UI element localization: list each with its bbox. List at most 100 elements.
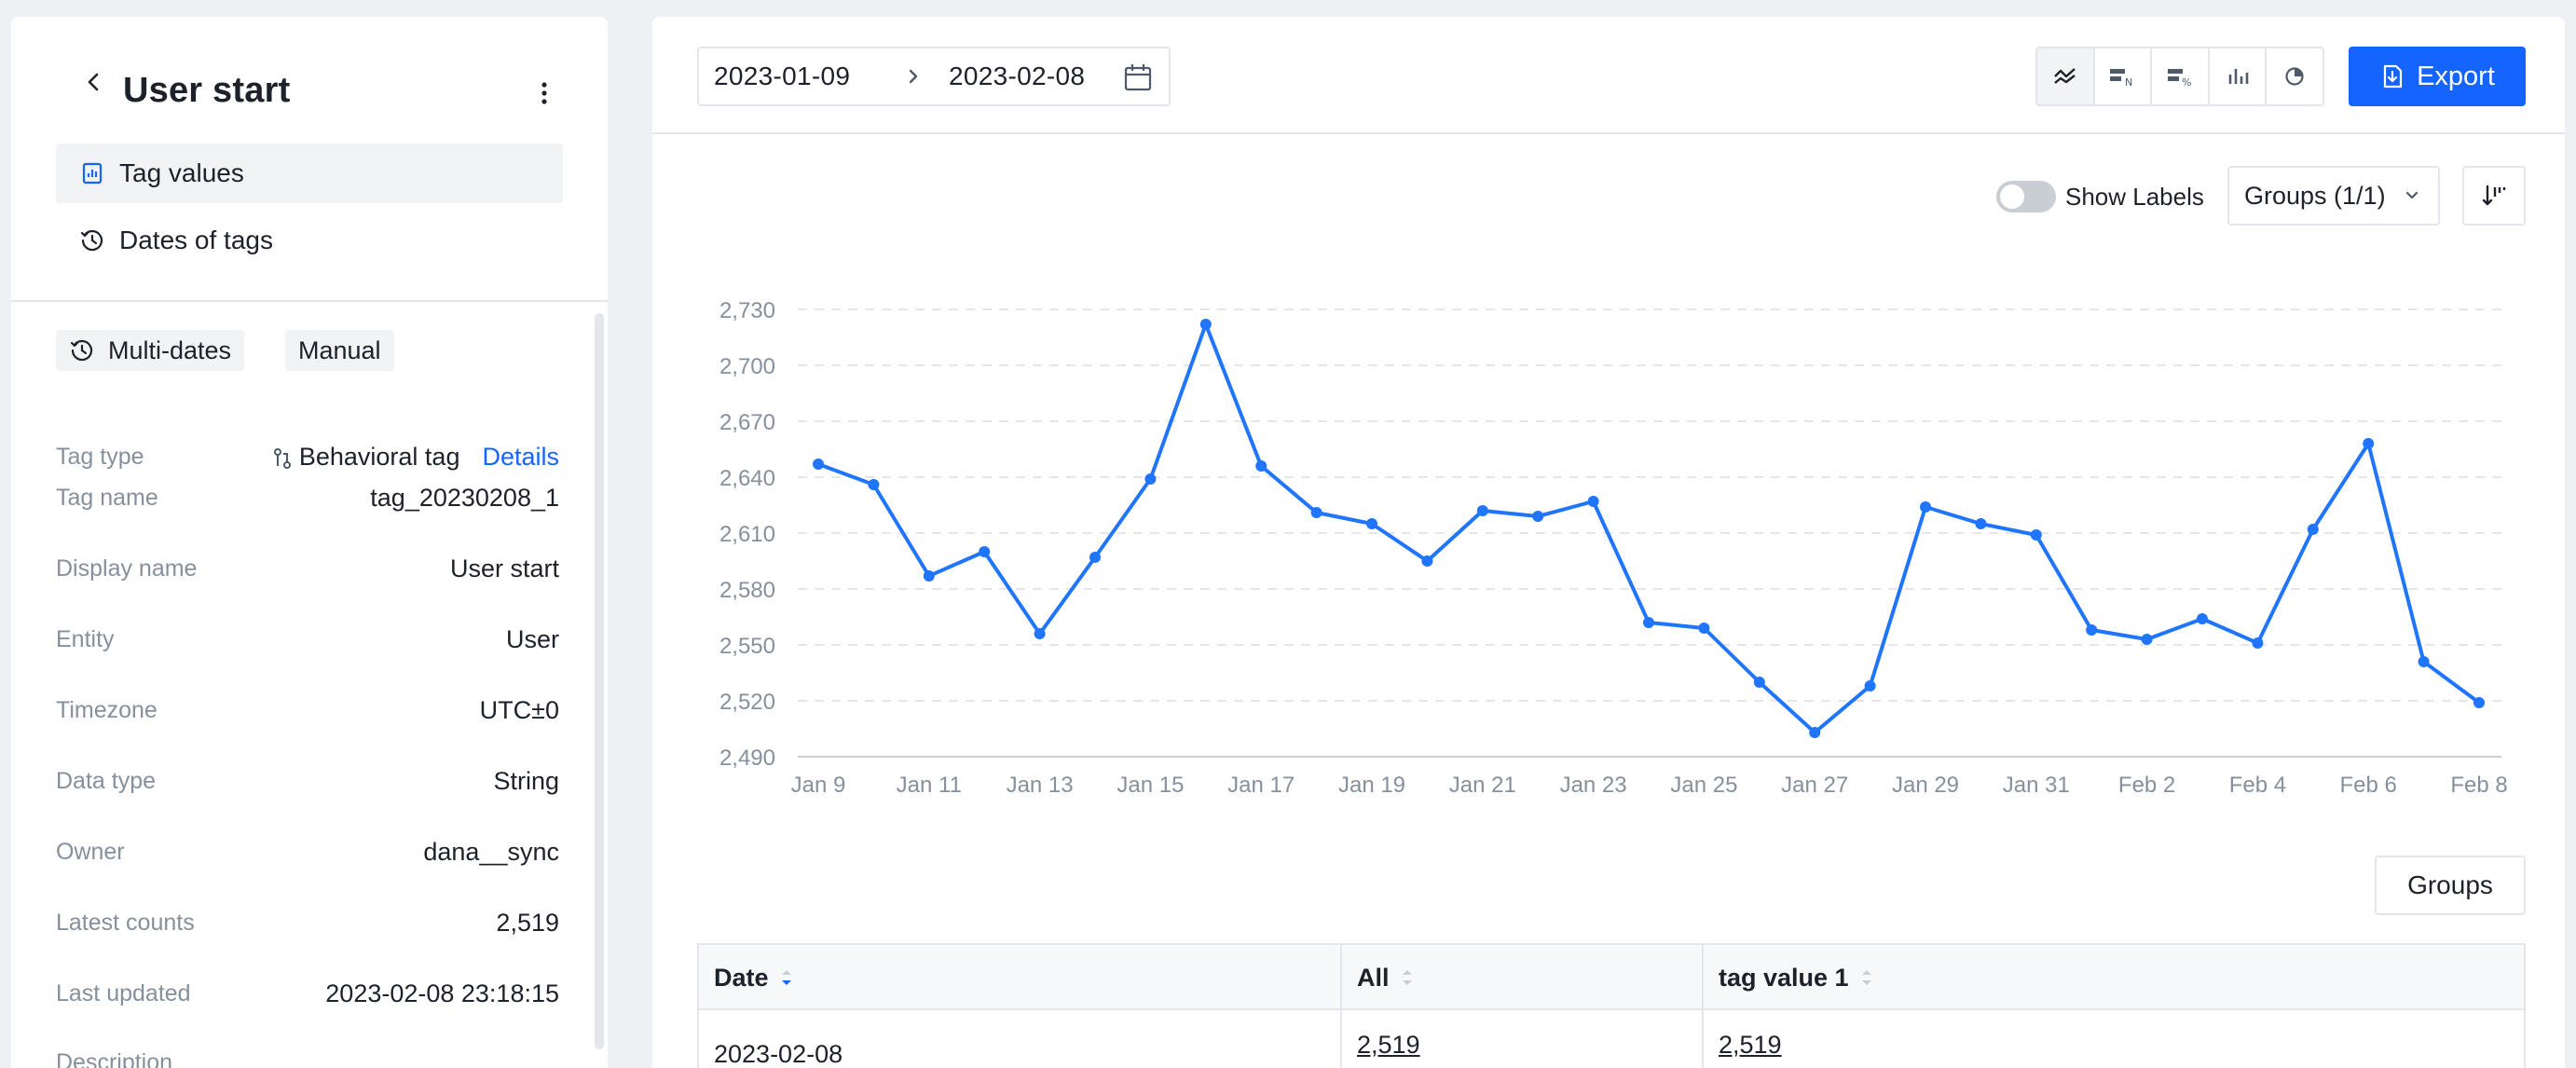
prop-tag-type: Tag type Behavioral tag Details [56, 438, 559, 475]
line-chart-icon [2053, 68, 2076, 84]
x-tick-label: Jan 25 [1670, 773, 1737, 798]
y-tick-label: 2,610 [719, 522, 775, 547]
data-point [1421, 555, 1433, 567]
data-point [1310, 507, 1322, 518]
table-cell-tag-value-1[interactable]: 2,519 [1719, 1031, 1782, 1059]
table-count-icon: N [2110, 69, 2133, 88]
details-link[interactable]: Details [482, 443, 559, 471]
table-cell-all[interactable]: 2,519 [1357, 1031, 1420, 1059]
prop-label: Entity [56, 626, 115, 652]
tag-type-value: Behavioral tag [298, 443, 460, 471]
prop-value: tag_20230208_1 [370, 484, 559, 512]
groups-select[interactable]: Groups (1/1) [2227, 166, 2440, 226]
data-point [868, 479, 880, 490]
page-title: User start [123, 71, 291, 110]
data-point [923, 570, 935, 582]
nav-item-tag-values[interactable]: Tag values [56, 144, 563, 203]
prop-label: Last updated [56, 980, 191, 1006]
view-table-percent-button[interactable]: % [2152, 48, 2210, 104]
sort-descending-icon [2482, 185, 2506, 206]
sidebar-header: User start Tag values [11, 17, 608, 302]
data-point [1366, 518, 1377, 529]
x-tick-label: Jan 29 [1892, 773, 1959, 798]
show-labels-label: Show Labels [2065, 183, 2204, 211]
x-tick-label: Jan 11 [897, 773, 962, 798]
y-tick-label: 2,490 [719, 746, 775, 771]
pie-chart-icon [2285, 67, 2304, 86]
data-point [2141, 634, 2153, 645]
sort-order-button[interactable] [2462, 166, 2526, 226]
th-label: All [1357, 963, 1390, 992]
line-chart: 2,490 2,520 2,550 2,580 2,610 2,640 2,670 2,700… [719, 298, 2508, 798]
date-range-picker[interactable]: 2023-01-09 2023-02-08 [697, 47, 1171, 106]
y-tick-label: 2,730 [719, 298, 775, 323]
x-tick-label: Feb 6 [2340, 773, 2397, 798]
groups-select-value: Groups (1/1) [2244, 181, 2386, 210]
data-point [2252, 637, 2264, 649]
x-tick-label: Jan 23 [1560, 773, 1627, 798]
th-all[interactable]: All [1342, 945, 1416, 1010]
data-point [979, 546, 991, 557]
groups-button[interactable]: Groups [2375, 856, 2526, 915]
view-bar-chart-button[interactable] [2210, 48, 2268, 104]
nav-item-dates-of-tags[interactable]: Dates of tags [56, 211, 563, 270]
export-button[interactable]: Export [2349, 47, 2526, 106]
data-point [2307, 524, 2319, 535]
chevron-left-icon [88, 73, 99, 91]
data-point [1753, 677, 1765, 688]
prop-entity: Entity User [56, 621, 559, 658]
chip-label: Manual [298, 335, 381, 364]
view-line-chart-button[interactable] [2037, 48, 2095, 104]
view-table-count-button[interactable]: N [2095, 48, 2153, 104]
data-point [1199, 319, 1212, 330]
date-end[interactable]: 2023-02-08 [949, 62, 1086, 90]
column-divider [1340, 945, 1342, 1068]
th-date[interactable]: Date [699, 945, 795, 1010]
scrollbar[interactable] [595, 313, 604, 1049]
data-point [2086, 624, 2098, 636]
sidebar-divider [11, 300, 608, 302]
chevron-right-icon [909, 69, 918, 84]
x-tick-label: Jan 19 [1338, 773, 1405, 798]
history-icon [80, 228, 104, 253]
back-button[interactable] [73, 62, 114, 103]
calendar-icon[interactable] [1122, 62, 1154, 93]
data-point [1089, 552, 1101, 563]
view-pie-chart-button[interactable] [2267, 48, 2323, 104]
more-vertical-icon [541, 82, 547, 104]
y-tick-label: 2,580 [719, 578, 775, 603]
x-tick-label: Feb 4 [2229, 773, 2286, 798]
y-tick-label: 2,550 [719, 634, 775, 659]
data-point [1532, 511, 1544, 522]
export-icon [2383, 64, 2403, 89]
prop-value: Behavioral tag Details [273, 438, 559, 475]
x-tick-label: Jan 17 [1227, 773, 1295, 798]
data-point [1920, 501, 1931, 513]
th-label: Date [714, 963, 769, 992]
series-line [817, 322, 2481, 734]
table-header-row [699, 945, 2524, 1010]
sort-icon [781, 970, 791, 985]
x-tick-label: Jan 9 [791, 773, 846, 798]
y-tick-label: 2,700 [719, 354, 775, 379]
show-labels-switch[interactable] [1996, 181, 2056, 212]
data-point [813, 459, 824, 470]
y-tick-label: 2,670 [719, 410, 775, 435]
prop-value: String [493, 767, 559, 795]
chip-label: Multi-dates [108, 335, 232, 364]
prop-last-updated: Last updated 2023-02-08 23:18:15 [56, 975, 559, 1012]
more-options-button[interactable] [526, 69, 563, 117]
tag-properties-panel: Multi-dates Manual Tag type Behavioral t… [11, 302, 608, 1068]
sort-icon [1402, 970, 1412, 985]
th-tag-value-1[interactable]: tag value 1 [1704, 945, 1875, 1010]
export-label: Export [2417, 61, 2495, 91]
date-start[interactable]: 2023-01-09 [714, 62, 851, 90]
svg-text:%: % [2182, 76, 2191, 88]
prop-value: 2023-02-08 23:18:15 [325, 979, 559, 1007]
prop-value: User [505, 625, 559, 653]
tag-values-main: 2023-01-09 2023-02-08 [652, 17, 2565, 1068]
data-point [1643, 617, 1654, 628]
history-icon [69, 337, 95, 363]
prop-label: Timezone [56, 697, 158, 723]
prop-timezone: Timezone UTC±0 [56, 691, 559, 729]
